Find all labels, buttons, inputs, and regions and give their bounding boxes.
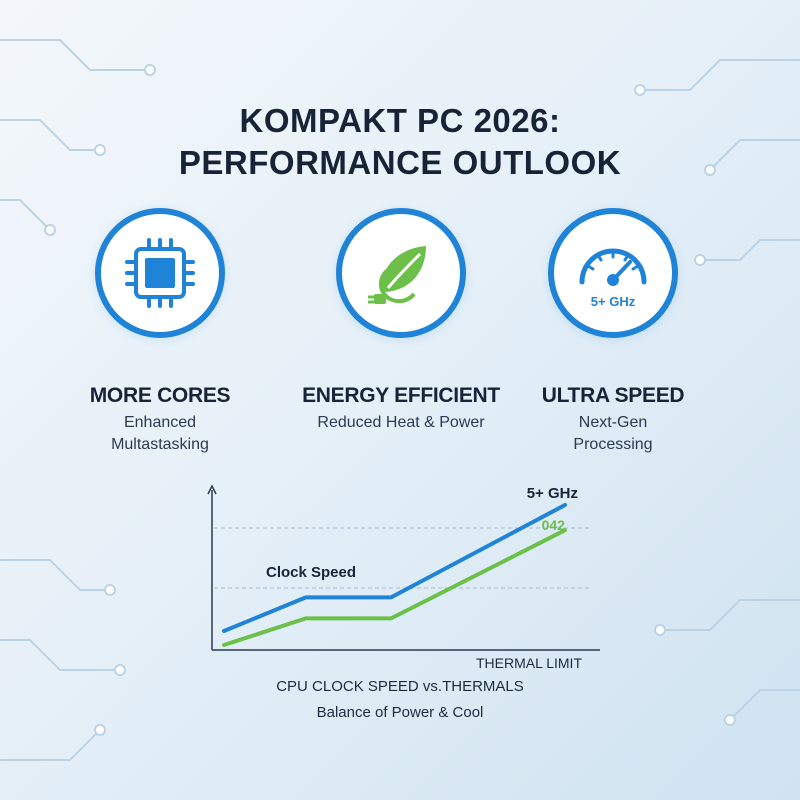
feature-subtext-line-2: Processing xyxy=(573,436,653,453)
speed-label: 5+ GHz xyxy=(591,294,636,309)
feature-subtext-line-2: Multastasking xyxy=(111,436,209,453)
feature-heading: ULTRA SPEED xyxy=(541,384,685,407)
series-line-1 xyxy=(222,528,567,647)
feature-subtext: Enhanced Multastasking xyxy=(42,412,278,456)
feature-icon-ring: 5+ GHz xyxy=(548,208,678,338)
series-line-0 xyxy=(222,503,567,633)
feature-icon-ring xyxy=(336,208,466,338)
series-end-label-blue: 5+ GHz xyxy=(527,485,578,502)
cpu-chip-icon xyxy=(125,238,195,308)
feature-heading: MORE CORES xyxy=(89,384,231,407)
title-line-2: PERFORMANCE OUTLOOK xyxy=(178,144,622,181)
series-label-clock-speed: Clock Speed xyxy=(266,564,356,581)
chart-caption: CPU CLOCK SPEED vs.THERMALS xyxy=(276,678,524,695)
y-axis-arrow xyxy=(207,484,217,495)
feature-subtext-line-1: Enhanced xyxy=(123,414,197,431)
feature-subtext-line-1: Reduced Heat & Power xyxy=(317,414,485,431)
speedometer-icon: 5+ GHz xyxy=(579,248,647,309)
chart-subcaption: Balance of Power & Cool xyxy=(316,704,484,721)
leaf-plug-icon xyxy=(368,246,426,304)
feature-subtext: Next-Gen Processing xyxy=(495,412,731,456)
feature-subtext: Reduced Heat & Power xyxy=(283,412,519,434)
title-line-1: KOMPAKT PC 2026: xyxy=(239,102,561,139)
feature-heading: ENERGY EFFICIENT xyxy=(302,384,500,407)
feature-subtext-line-1: Next-Gen xyxy=(578,414,648,431)
feature-more-cores: MORE CORES Enhanced Multastasking xyxy=(42,208,278,456)
feature-ultra-speed: 5+ GHz ULTRA SPEED Next-Gen Processing xyxy=(495,208,731,456)
series-end-label-green: 042 xyxy=(542,517,566,533)
x-axis-label: THERMAL LIMIT xyxy=(476,655,582,671)
feature-icon-ring xyxy=(95,208,225,338)
feature-energy-efficient: ENERGY EFFICIENT Reduced Heat & Power xyxy=(283,208,519,434)
page-title: KOMPAKT PC 2026: PERFORMANCE OUTLOOK xyxy=(0,100,800,184)
